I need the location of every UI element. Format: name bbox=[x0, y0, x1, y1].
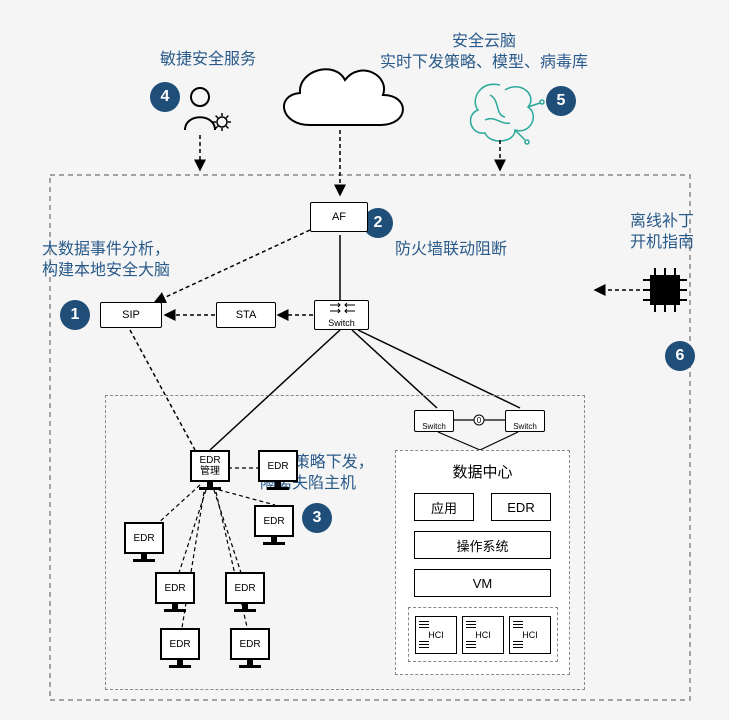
device-af: AF bbox=[310, 202, 368, 232]
label-offline: 离线补丁 开机指南 bbox=[630, 212, 694, 254]
dc-title: 数据中心 bbox=[396, 461, 569, 482]
badge-6: 6 bbox=[665, 341, 695, 371]
cloud-icon bbox=[284, 69, 403, 125]
monitor-edr-7: EDR bbox=[230, 628, 270, 668]
badge-1: 1 bbox=[60, 300, 90, 330]
monitor-edr-5: EDR bbox=[225, 572, 265, 612]
hci-3: HCI bbox=[509, 616, 551, 654]
device-sip: SIP bbox=[100, 302, 162, 328]
monitor-edr-1: EDR bbox=[258, 450, 298, 490]
label-cloud-brain: 安全云脑 实时下发策略、模型、病毒库 bbox=[380, 32, 588, 74]
monitor-edr-2: EDR bbox=[124, 522, 164, 562]
dc-app: 应用 bbox=[414, 493, 474, 521]
label-agile: 敏捷安全服务 bbox=[160, 50, 256, 71]
hci-2: HCI bbox=[462, 616, 504, 654]
badge-4: 4 bbox=[150, 82, 180, 112]
dc-hci-group: HCI HCI HCI bbox=[408, 607, 558, 662]
device-sip-label: SIP bbox=[122, 309, 140, 321]
dc-vm: VM bbox=[414, 569, 551, 597]
agile-service-icon bbox=[185, 88, 231, 131]
datacenter-box: 数据中心 应用 EDR 操作系统 VM HCI HCI HCI bbox=[395, 450, 570, 675]
monitor-edr-3: EDR bbox=[254, 505, 294, 545]
dc-edr: EDR bbox=[491, 493, 551, 521]
diagram-root: 0 敏捷安全服务 安全云脑 实时下发策略、模型、病毒库 大数据事件分析， 构建本… bbox=[0, 0, 729, 720]
brain-icon bbox=[471, 84, 544, 144]
dc-os: 操作系统 bbox=[414, 531, 551, 559]
monitor-edr-6: EDR bbox=[160, 628, 200, 668]
monitor-edr-4: EDR bbox=[155, 572, 195, 612]
device-switch: Switch bbox=[314, 300, 369, 330]
device-switch-label: Switch bbox=[315, 318, 368, 328]
monitor-edr-mgmt: EDR 管理 bbox=[190, 450, 230, 490]
chip-icon bbox=[643, 268, 687, 312]
label-bigdata: 大数据事件分析， 构建本地安全大脑 bbox=[42, 240, 170, 282]
device-small-switch-1: Switch bbox=[414, 410, 454, 432]
device-af-label: AF bbox=[332, 211, 346, 223]
device-sta: STA bbox=[216, 302, 276, 328]
badge-5: 5 bbox=[546, 86, 576, 116]
device-sta-label: STA bbox=[236, 309, 257, 321]
hci-1: HCI bbox=[415, 616, 457, 654]
label-firewall: 防火墙联动阻断 bbox=[395, 240, 507, 261]
device-small-switch-2: Switch bbox=[505, 410, 545, 432]
